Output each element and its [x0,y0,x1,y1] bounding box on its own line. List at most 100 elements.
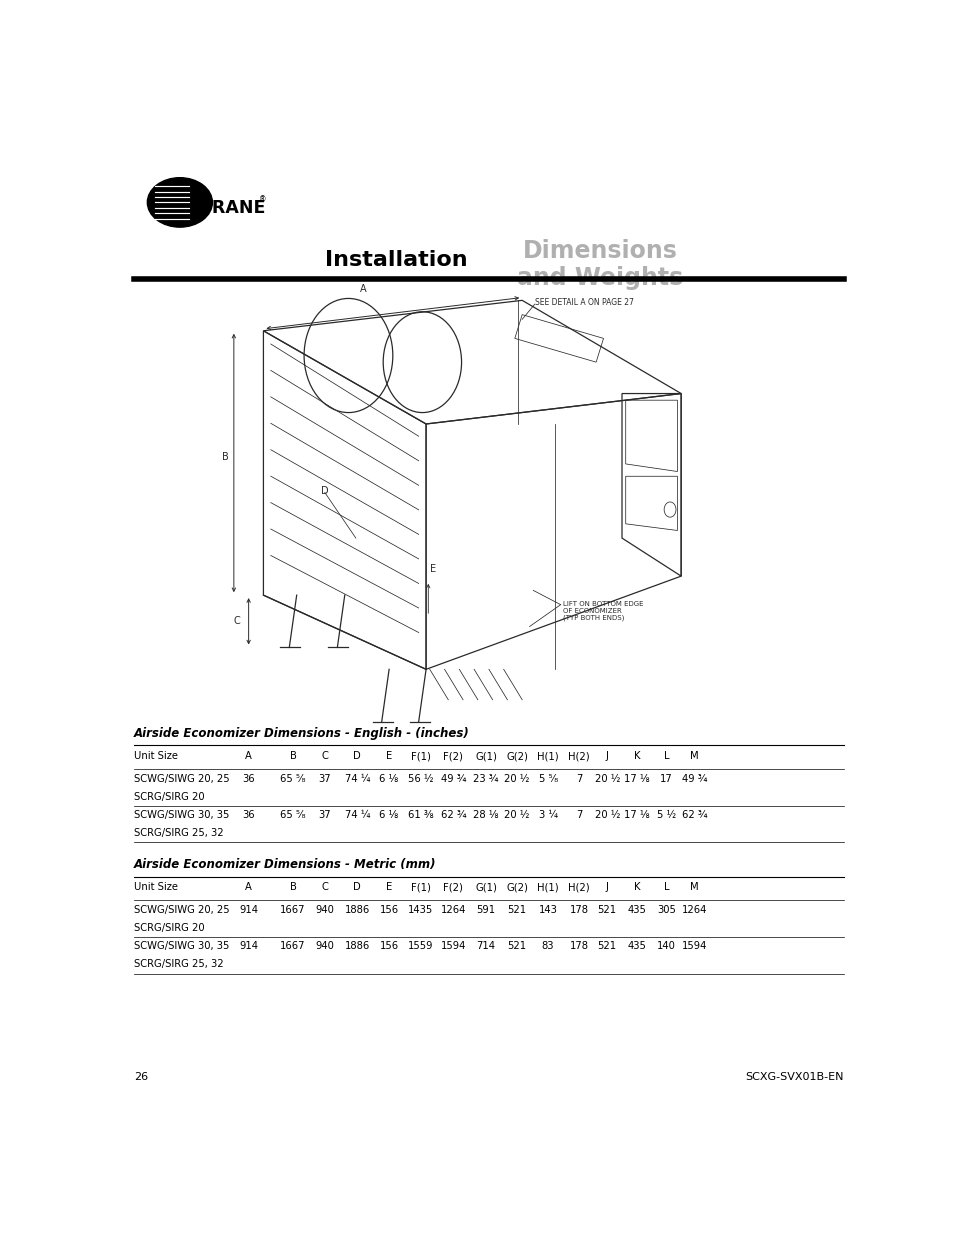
Text: 521: 521 [507,905,526,915]
Text: L: L [663,751,668,761]
Text: 435: 435 [627,905,645,915]
Text: H(1): H(1) [537,882,558,893]
Text: D: D [353,882,361,893]
Text: 37: 37 [318,810,331,820]
Text: 178: 178 [569,905,588,915]
Ellipse shape [147,178,213,227]
Text: 20 ½: 20 ½ [504,774,529,784]
Text: D: D [321,485,329,495]
Text: LIFT ON BOTTOM EDGE
OF ECONOMIZER
(TYP BOTH ENDS): LIFT ON BOTTOM EDGE OF ECONOMIZER (TYP B… [562,601,642,621]
Text: SCWG/SIWG 20, 25: SCWG/SIWG 20, 25 [133,905,230,915]
Text: 914: 914 [239,905,258,915]
Text: H(2): H(2) [568,882,589,893]
Text: 28 ⅛: 28 ⅛ [473,810,498,820]
Text: G(1): G(1) [475,751,497,761]
Text: 17 ⅛: 17 ⅛ [623,810,649,820]
Text: 83: 83 [541,941,554,951]
Text: 1667: 1667 [280,905,305,915]
Text: SCXG-SVX01B-EN: SCXG-SVX01B-EN [744,1072,842,1082]
Text: 74 ¼: 74 ¼ [344,810,370,820]
Text: 7: 7 [576,810,581,820]
Text: C: C [321,882,328,893]
Text: C: C [233,616,239,626]
Text: 143: 143 [538,905,557,915]
Text: Airside Economizer Dimensions - English - (inches): Airside Economizer Dimensions - English … [133,726,469,740]
Text: 36: 36 [242,774,254,784]
Text: Unit Size: Unit Size [133,882,178,893]
Text: 62 ¾: 62 ¾ [681,810,706,820]
Text: G(2): G(2) [505,882,527,893]
Text: 49 ¾: 49 ¾ [681,774,706,784]
Text: 178: 178 [569,941,588,951]
Text: B: B [290,882,296,893]
Text: L: L [663,882,668,893]
Text: 62 ¾: 62 ¾ [440,810,466,820]
Text: F(2): F(2) [443,882,463,893]
Text: 305: 305 [657,905,675,915]
Text: SCRG/SIRG 20: SCRG/SIRG 20 [133,792,205,802]
Text: SCRG/SIRG 25, 32: SCRG/SIRG 25, 32 [133,960,223,969]
Text: A: A [359,284,366,294]
Text: 435: 435 [627,941,645,951]
Text: J: J [605,882,608,893]
Text: F(1): F(1) [411,751,431,761]
Text: Airside Economizer Dimensions - Metric (mm): Airside Economizer Dimensions - Metric (… [133,858,436,871]
Text: SCWG/SIWG 20, 25: SCWG/SIWG 20, 25 [133,774,230,784]
Text: 1667: 1667 [280,941,305,951]
Text: M: M [689,882,698,893]
Text: 521: 521 [507,941,526,951]
Text: K: K [633,882,639,893]
Text: 1886: 1886 [344,941,370,951]
Text: TRANE: TRANE [200,199,266,217]
Text: A: A [245,751,252,761]
Text: 5 ⁵⁄₈: 5 ⁵⁄₈ [537,774,558,784]
Text: 6 ⅛: 6 ⅛ [379,774,398,784]
Text: 1435: 1435 [408,905,433,915]
Text: B: B [222,452,229,462]
Text: 36: 36 [242,810,254,820]
Text: E: E [386,882,392,893]
Text: 156: 156 [379,905,398,915]
Text: 65 ⁵⁄₈: 65 ⁵⁄₈ [280,774,305,784]
Text: K: K [633,751,639,761]
Text: 26: 26 [133,1072,148,1082]
Text: 17: 17 [659,774,672,784]
Text: 1559: 1559 [408,941,434,951]
Text: 591: 591 [476,905,495,915]
Text: 49 ¾: 49 ¾ [440,774,466,784]
Text: 1886: 1886 [344,905,370,915]
Text: A: A [245,882,252,893]
Text: 5 ½: 5 ½ [656,810,676,820]
Text: 20 ½: 20 ½ [594,774,619,784]
Text: SCWG/SIWG 30, 35: SCWG/SIWG 30, 35 [133,941,229,951]
Text: 140: 140 [657,941,675,951]
Text: D: D [353,751,361,761]
Text: ®: ® [258,195,266,204]
Text: SCRG/SIRG 25, 32: SCRG/SIRG 25, 32 [133,829,223,839]
Text: B: B [290,751,296,761]
Text: 914: 914 [239,941,258,951]
Text: 940: 940 [315,941,334,951]
Text: and Weights: and Weights [517,266,682,290]
Text: 56 ½: 56 ½ [408,774,434,784]
Text: 20 ½: 20 ½ [594,810,619,820]
Text: E: E [429,563,436,573]
Text: F(1): F(1) [411,882,431,893]
Text: Unit Size: Unit Size [133,751,178,761]
Text: 1264: 1264 [681,905,706,915]
Text: J: J [605,751,608,761]
Text: M: M [689,751,698,761]
Text: 940: 940 [315,905,334,915]
Text: 7: 7 [576,774,581,784]
Text: 1594: 1594 [681,941,706,951]
Text: 61 ⅜: 61 ⅜ [408,810,434,820]
Text: 1594: 1594 [440,941,466,951]
Text: H(1): H(1) [537,751,558,761]
Text: 65 ⁵⁄₈: 65 ⁵⁄₈ [280,810,305,820]
Text: 23 ¾: 23 ¾ [473,774,498,784]
Text: 521: 521 [597,941,617,951]
Text: 6 ⅛: 6 ⅛ [379,810,398,820]
Text: 74 ¼: 74 ¼ [344,774,370,784]
Text: Dimensions: Dimensions [522,238,677,263]
Text: E: E [386,751,392,761]
